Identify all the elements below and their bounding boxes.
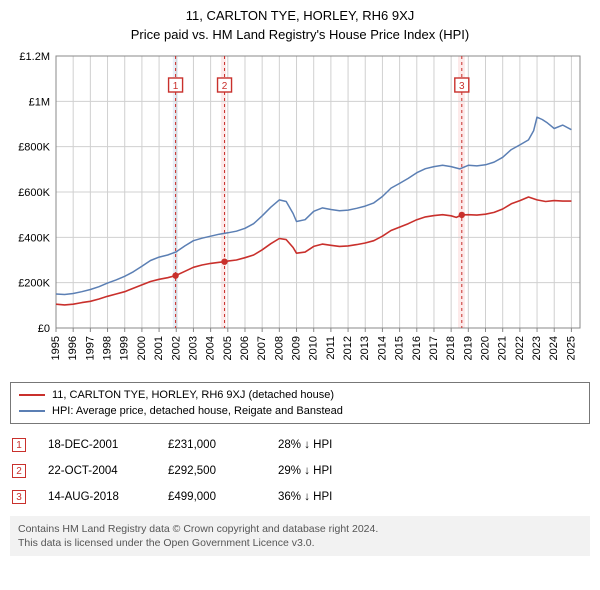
title-address: 11, CARLTON TYE, HORLEY, RH6 9XJ	[10, 8, 590, 23]
svg-text:2002: 2002	[170, 336, 182, 360]
svg-text:2009: 2009	[291, 336, 303, 360]
chart-title-block: 11, CARLTON TYE, HORLEY, RH6 9XJ Price p…	[10, 8, 590, 42]
svg-text:2008: 2008	[273, 336, 285, 360]
legend-row: 11, CARLTON TYE, HORLEY, RH6 9XJ (detach…	[19, 387, 581, 403]
event-marker-icon: 1	[12, 438, 26, 452]
svg-text:2000: 2000	[136, 336, 148, 360]
svg-text:2015: 2015	[394, 336, 406, 360]
price-chart: £0 £200K £400K £600K £800K £1M £1.2M 1995 1996 19…	[10, 48, 590, 378]
event-date: 14-AUG-2018	[48, 491, 168, 503]
legend-label: 11, CARLTON TYE, HORLEY, RH6 9XJ (detach…	[52, 389, 334, 401]
svg-text:2014: 2014	[376, 336, 388, 360]
svg-text:2001: 2001	[153, 336, 165, 360]
event-price: £231,000	[168, 439, 278, 451]
svg-text:£1M: £1M	[29, 96, 50, 108]
svg-text:1: 1	[173, 81, 179, 92]
legend-row: HPI: Average price, detached house, Reig…	[19, 403, 581, 419]
svg-text:2024: 2024	[548, 336, 560, 360]
svg-text:2003: 2003	[187, 336, 199, 360]
svg-text:2011: 2011	[325, 336, 337, 360]
legend-swatch	[19, 410, 45, 412]
chart-svg: £0 £200K £400K £600K £800K £1M £1.2M 1995 1996 19…	[10, 48, 590, 378]
svg-text:1998: 1998	[102, 336, 114, 360]
event-date: 18-DEC-2001	[48, 439, 168, 451]
svg-text:1997: 1997	[84, 336, 96, 360]
svg-text:1999: 1999	[119, 336, 131, 360]
svg-text:2023: 2023	[531, 336, 543, 360]
svg-text:2019: 2019	[462, 336, 474, 360]
svg-text:1995: 1995	[50, 336, 62, 360]
svg-text:£1.2M: £1.2M	[19, 51, 50, 63]
svg-text:£600K: £600K	[18, 187, 50, 199]
svg-text:£0: £0	[38, 323, 50, 335]
event-row: 3 14-AUG-2018 £499,000 36% ↓ HPI	[10, 484, 590, 510]
svg-text:2022: 2022	[514, 336, 526, 360]
svg-text:£200K: £200K	[18, 278, 50, 290]
event-row: 1 18-DEC-2001 £231,000 28% ↓ HPI	[10, 432, 590, 458]
svg-text:1996: 1996	[67, 336, 79, 360]
legend-swatch	[19, 394, 45, 396]
svg-text:£400K: £400K	[18, 232, 50, 244]
event-price: £499,000	[168, 491, 278, 503]
event-delta: 28% ↓ HPI	[278, 439, 398, 451]
legend-label: HPI: Average price, detached house, Reig…	[52, 405, 343, 417]
svg-text:3: 3	[459, 81, 465, 92]
svg-text:2018: 2018	[445, 336, 457, 360]
svg-text:2007: 2007	[256, 336, 268, 360]
event-marker-icon: 3	[12, 490, 26, 504]
svg-text:2005: 2005	[222, 336, 234, 360]
svg-text:2017: 2017	[428, 336, 440, 360]
svg-text:2020: 2020	[480, 336, 492, 360]
attribution-line: Contains HM Land Registry data © Crown c…	[18, 522, 582, 536]
legend: 11, CARLTON TYE, HORLEY, RH6 9XJ (detach…	[10, 382, 590, 424]
attribution-line: This data is licensed under the Open Gov…	[18, 536, 582, 550]
svg-text:2025: 2025	[565, 336, 577, 360]
event-date: 22-OCT-2004	[48, 465, 168, 477]
svg-text:2: 2	[222, 81, 228, 92]
svg-text:2016: 2016	[411, 336, 423, 360]
event-row: 2 22-OCT-2004 £292,500 29% ↓ HPI	[10, 458, 590, 484]
title-subtitle: Price paid vs. HM Land Registry's House …	[10, 27, 590, 42]
svg-text:£800K: £800K	[18, 142, 50, 154]
events-table: 1 18-DEC-2001 £231,000 28% ↓ HPI 2 22-OC…	[10, 432, 590, 510]
svg-text:2012: 2012	[342, 336, 354, 360]
svg-text:2006: 2006	[239, 336, 251, 360]
svg-text:2013: 2013	[359, 336, 371, 360]
svg-text:2010: 2010	[308, 336, 320, 360]
svg-text:2004: 2004	[205, 336, 217, 360]
svg-text:2021: 2021	[497, 336, 509, 360]
event-delta: 36% ↓ HPI	[278, 491, 398, 503]
event-marker-icon: 2	[12, 464, 26, 478]
attribution: Contains HM Land Registry data © Crown c…	[10, 516, 590, 556]
event-price: £292,500	[168, 465, 278, 477]
event-delta: 29% ↓ HPI	[278, 465, 398, 477]
